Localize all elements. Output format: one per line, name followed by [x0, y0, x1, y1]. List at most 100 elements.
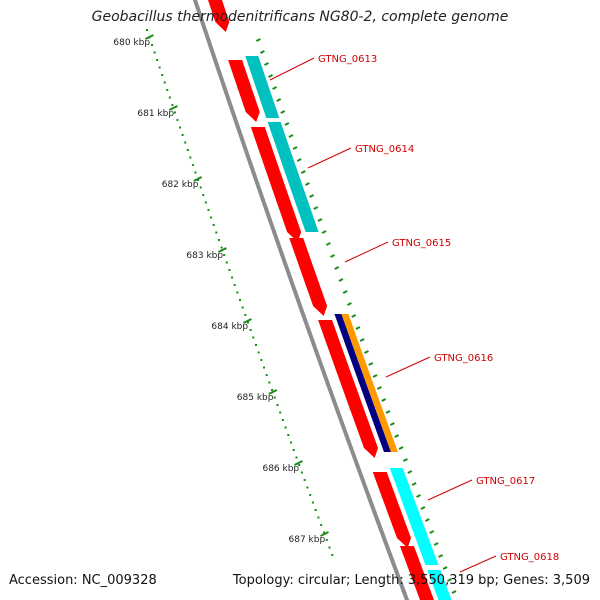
- scale-dot: [171, 104, 174, 106]
- track-dash: [284, 122, 290, 126]
- gene-label: GTNG_0615: [392, 238, 451, 249]
- scale-dot: [249, 329, 252, 331]
- scale-dot: [322, 531, 325, 534]
- scale-dot: [228, 269, 231, 271]
- scale-dot: [298, 464, 301, 466]
- track-dash: [451, 590, 457, 594]
- scale-dot: [287, 434, 290, 436]
- cds-arrow: [289, 238, 328, 316]
- track-dash: [305, 182, 310, 186]
- scale-tick-label: 685 kbp: [237, 393, 274, 403]
- track-dash: [272, 86, 278, 90]
- scale-dot: [153, 51, 156, 54]
- accession-text: Accession: NC_009328: [9, 573, 157, 588]
- track-dash: [381, 398, 387, 402]
- scale-dot: [202, 194, 205, 196]
- scale-dot: [163, 81, 166, 84]
- scale-dot: [241, 306, 244, 309]
- blast-hit: [389, 468, 439, 565]
- track-dash: [433, 542, 439, 546]
- track-dash: [264, 62, 269, 66]
- track-dash: [398, 446, 404, 450]
- scale-dot: [309, 494, 312, 496]
- scale-dot: [191, 164, 194, 166]
- gc-skew-band: [334, 314, 391, 452]
- cds-arrow: [372, 472, 411, 548]
- scale-dot: [276, 404, 279, 406]
- scale-dot: [161, 74, 164, 76]
- scale-dot: [215, 231, 218, 234]
- gene-label-leader: [269, 57, 315, 81]
- track-dash: [411, 482, 417, 486]
- track-dash: [364, 350, 369, 354]
- scale-dot: [186, 149, 189, 151]
- gene-label: GTNG_0613: [318, 54, 377, 65]
- track-dash: [351, 314, 357, 318]
- scale-tick: [268, 389, 278, 395]
- scale-dot: [306, 486, 309, 489]
- scale-dot: [173, 111, 176, 114]
- scale-dot: [146, 29, 149, 31]
- gene-label: GTNG_0617: [476, 476, 535, 487]
- scale-dot: [236, 291, 239, 294]
- gene-label-leader: [307, 147, 352, 169]
- track-dash: [416, 494, 421, 498]
- scale-dot: [263, 366, 266, 369]
- scale-dot: [314, 509, 317, 511]
- cds-arrow: [228, 60, 260, 122]
- cds-arrow: [250, 127, 302, 242]
- scale-tick: [193, 176, 203, 182]
- track-dash: [359, 338, 365, 342]
- track-dash: [402, 458, 408, 462]
- scale-tick-label: 683 kbp: [186, 251, 223, 261]
- scale-dot: [181, 134, 184, 136]
- cds-arrow: [399, 546, 435, 600]
- track-dash: [280, 110, 286, 114]
- track-dash: [438, 554, 444, 558]
- scale-dot: [225, 261, 228, 264]
- gene-label: GTNG_0616: [434, 353, 493, 364]
- track-dash: [309, 194, 315, 198]
- track-dash: [276, 98, 282, 102]
- map-title: Geobacillus thermodenitrificans NG80-2, …: [91, 9, 509, 25]
- scale-tick: [320, 531, 329, 537]
- scale-dot: [292, 449, 295, 451]
- scale-dot: [189, 156, 192, 159]
- gene-label: GTNG_0618: [500, 552, 559, 563]
- scale-dot: [231, 276, 234, 279]
- genome-summary-text: Topology: circular; Length: 3,550,319 bp…: [232, 573, 590, 588]
- gene-label-leader: [344, 241, 389, 263]
- scale-dot: [223, 254, 226, 256]
- track-dash: [389, 422, 395, 426]
- scale-tick-label: 680 kbp: [113, 38, 150, 48]
- track-dash: [338, 278, 344, 282]
- scale-dot: [273, 396, 276, 399]
- scale-tick: [168, 105, 178, 111]
- scale-dot: [220, 246, 223, 249]
- scale-dot: [197, 179, 200, 181]
- track-dash: [259, 50, 265, 54]
- track-dash: [296, 158, 302, 162]
- scale-tick: [294, 460, 303, 466]
- track-dash: [342, 290, 348, 294]
- scale-dot: [325, 539, 328, 541]
- cds-arrow: [318, 320, 379, 458]
- scale-dot: [212, 224, 215, 226]
- scale-dot: [244, 314, 247, 316]
- scale-dot: [217, 239, 220, 241]
- scale-dot: [268, 381, 271, 384]
- scale-dot: [295, 456, 298, 459]
- scale-dot: [290, 441, 293, 444]
- scale-tick: [217, 247, 227, 253]
- track-dash: [300, 170, 306, 174]
- scale-dot: [184, 141, 187, 144]
- scale-dot: [260, 359, 263, 361]
- gene-label: GTNG_0614: [355, 144, 414, 155]
- scale-tick-label: 686 kbp: [262, 464, 299, 474]
- track-dash: [376, 386, 382, 390]
- track-dash: [447, 578, 452, 582]
- scale-dot: [328, 546, 331, 549]
- scale-dot: [168, 96, 171, 99]
- scale-dot: [156, 59, 159, 61]
- scale-dot: [246, 321, 249, 324]
